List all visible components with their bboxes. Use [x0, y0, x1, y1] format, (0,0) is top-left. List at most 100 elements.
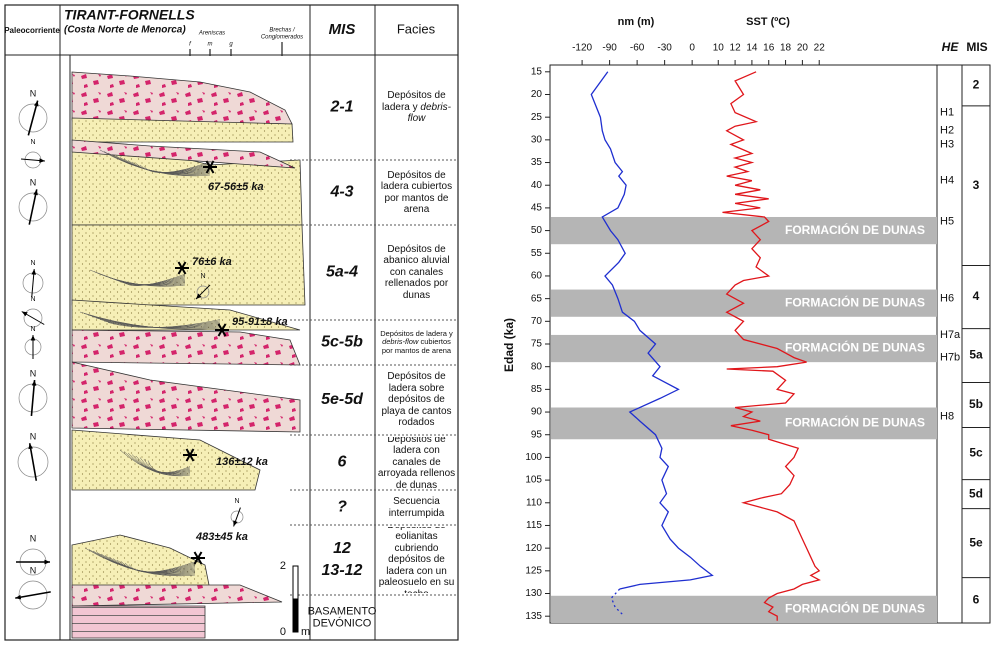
x2-tick-label: 20: [797, 43, 809, 54]
facies-text: Depósitos de ladera cubiertos por mantos…: [377, 162, 456, 223]
stratum: [72, 362, 300, 432]
facies-cell: Depósitos de ladera con canales de arroy…: [377, 437, 456, 488]
he-label: H5: [940, 215, 954, 227]
mis-label: 5a: [969, 348, 983, 362]
stratum: [72, 606, 205, 638]
mis-label: 2: [973, 78, 980, 92]
band-label: FORMACIÓN DE DUNAS: [785, 340, 925, 355]
y-tick-label: 90: [531, 407, 543, 418]
mis-label: 6: [973, 592, 980, 606]
he-label: H6: [940, 293, 954, 305]
x2-tick-label: 10: [713, 43, 725, 54]
paleocurrent-head: [31, 335, 36, 341]
y-tick-label: 105: [525, 475, 542, 486]
stratum: [72, 585, 282, 606]
x-tick-label: 0: [689, 43, 695, 54]
mis-label: 4-3: [329, 184, 353, 201]
y-tick-label: 20: [531, 89, 543, 100]
mis-label: 4: [973, 289, 980, 303]
grain-ticks: [190, 42, 282, 56]
facies-text: Depósitos de ladera y debris-flow cubier…: [377, 322, 456, 363]
band-label: FORMACIÓN DE DUNAS: [785, 601, 925, 616]
mis-title: MIS: [966, 40, 987, 54]
north-label: N: [30, 565, 37, 575]
y-tick-label: 130: [525, 588, 542, 599]
mis-label: 5e-5d: [321, 391, 364, 408]
he-label: H3: [940, 138, 954, 150]
scale-bottom: 0: [280, 626, 286, 638]
scale-top: 2: [280, 560, 286, 572]
age-label: 67-56±5 ka: [208, 181, 264, 193]
x-tick-label: -90: [602, 43, 617, 54]
he-title: HE: [942, 40, 960, 54]
facies-text: Depósitos de eolianitas cubriendo depósi…: [377, 527, 456, 593]
paleocurrent-head: [44, 560, 50, 565]
scale-bar: [293, 566, 298, 599]
north-label: N: [30, 431, 37, 441]
y-axis-title: Edad (ka): [502, 318, 516, 372]
mis-label: 5a-4: [326, 264, 358, 281]
y-tick-label: 65: [531, 293, 543, 304]
x-tick-label: -120: [572, 43, 592, 54]
x2-tick-label: 14: [746, 43, 758, 54]
x2-tick-label: 16: [763, 43, 775, 54]
mis-label: 5b: [969, 397, 983, 411]
age-label: 76±6 ka: [192, 256, 232, 268]
y-tick-label: 60: [531, 271, 543, 282]
mis-label: 5d: [969, 486, 983, 500]
y-tick-label: 125: [525, 565, 542, 576]
y-tick-label: 75: [531, 339, 543, 350]
x-tick-label: -30: [657, 43, 672, 54]
y-tick-label: 95: [531, 429, 543, 440]
stratum: [72, 330, 300, 365]
grain-breccia: Conglomerados: [261, 35, 303, 41]
stratigraphic-column: Paleocorriente TIRANT-FORNELLS (Costa No…: [4, 5, 458, 640]
y-tick-label: 135: [525, 611, 542, 622]
north-label: N: [30, 296, 35, 303]
stratum: [72, 535, 210, 590]
y-tick-label: 70: [531, 316, 543, 327]
y-tick-label: 45: [531, 203, 543, 214]
header-subtitle: (Costa Norte de Menorca): [64, 25, 186, 36]
he-label: H7a: [940, 329, 961, 341]
x2-tick-label: 12: [730, 43, 742, 54]
mis-label: 12: [333, 540, 351, 557]
x-tick-label: -60: [630, 43, 645, 54]
age-label: 483±45 ka: [195, 531, 248, 543]
mis-label: 3: [973, 178, 980, 192]
y-tick-label: 15: [531, 66, 543, 77]
he-label: H8: [940, 410, 954, 422]
mis-label: 6: [338, 454, 347, 471]
y-tick-label: 55: [531, 248, 543, 259]
paleocurrent-head: [233, 520, 237, 526]
facies-cell: Depósitos de ladera cubiertos por mantos…: [377, 162, 456, 223]
he-label: H4: [940, 175, 954, 187]
facies-text: Depósitos de ladera y debris-flow: [377, 57, 456, 158]
header-title: TIRANT-FORNELLS: [64, 7, 195, 23]
header-facies: Facies: [397, 21, 436, 36]
facies-text: Depósitos de ladera con canales de arroy…: [377, 437, 456, 488]
grain-f: f: [189, 42, 192, 48]
north-label: N: [30, 368, 37, 378]
y-tick-label: 100: [525, 452, 542, 463]
facies-cell: Secuencia interrumpida: [377, 492, 456, 523]
header-paleocurrent: Paleocorriente: [4, 26, 60, 35]
y-tick-label: 35: [531, 157, 543, 168]
north-label: N: [30, 177, 37, 187]
north-label: N: [30, 139, 35, 146]
paleocurrent-arrow: [30, 443, 37, 480]
stratum: [72, 72, 292, 124]
y-tick-label: 25: [531, 112, 543, 123]
mis-label: DEVÓNICO: [313, 616, 372, 629]
facies-text: Depósitos de eolianitas cubriendo depósi…: [379, 527, 455, 593]
x2-tick-label: 22: [814, 43, 826, 54]
facies-text: Depósitos de abanico aluvial con canales…: [383, 244, 449, 301]
y-tick-label: 40: [531, 180, 543, 191]
y-tick-label: 50: [531, 225, 543, 236]
grain-m: m: [208, 42, 213, 48]
age-label: 95-91±8 ka: [232, 316, 288, 328]
mis-label: 2-1: [329, 99, 353, 116]
grain-g: g: [229, 42, 233, 48]
mis-label: 13-12: [322, 562, 363, 579]
grain-sand: Areniscas: [198, 31, 225, 37]
